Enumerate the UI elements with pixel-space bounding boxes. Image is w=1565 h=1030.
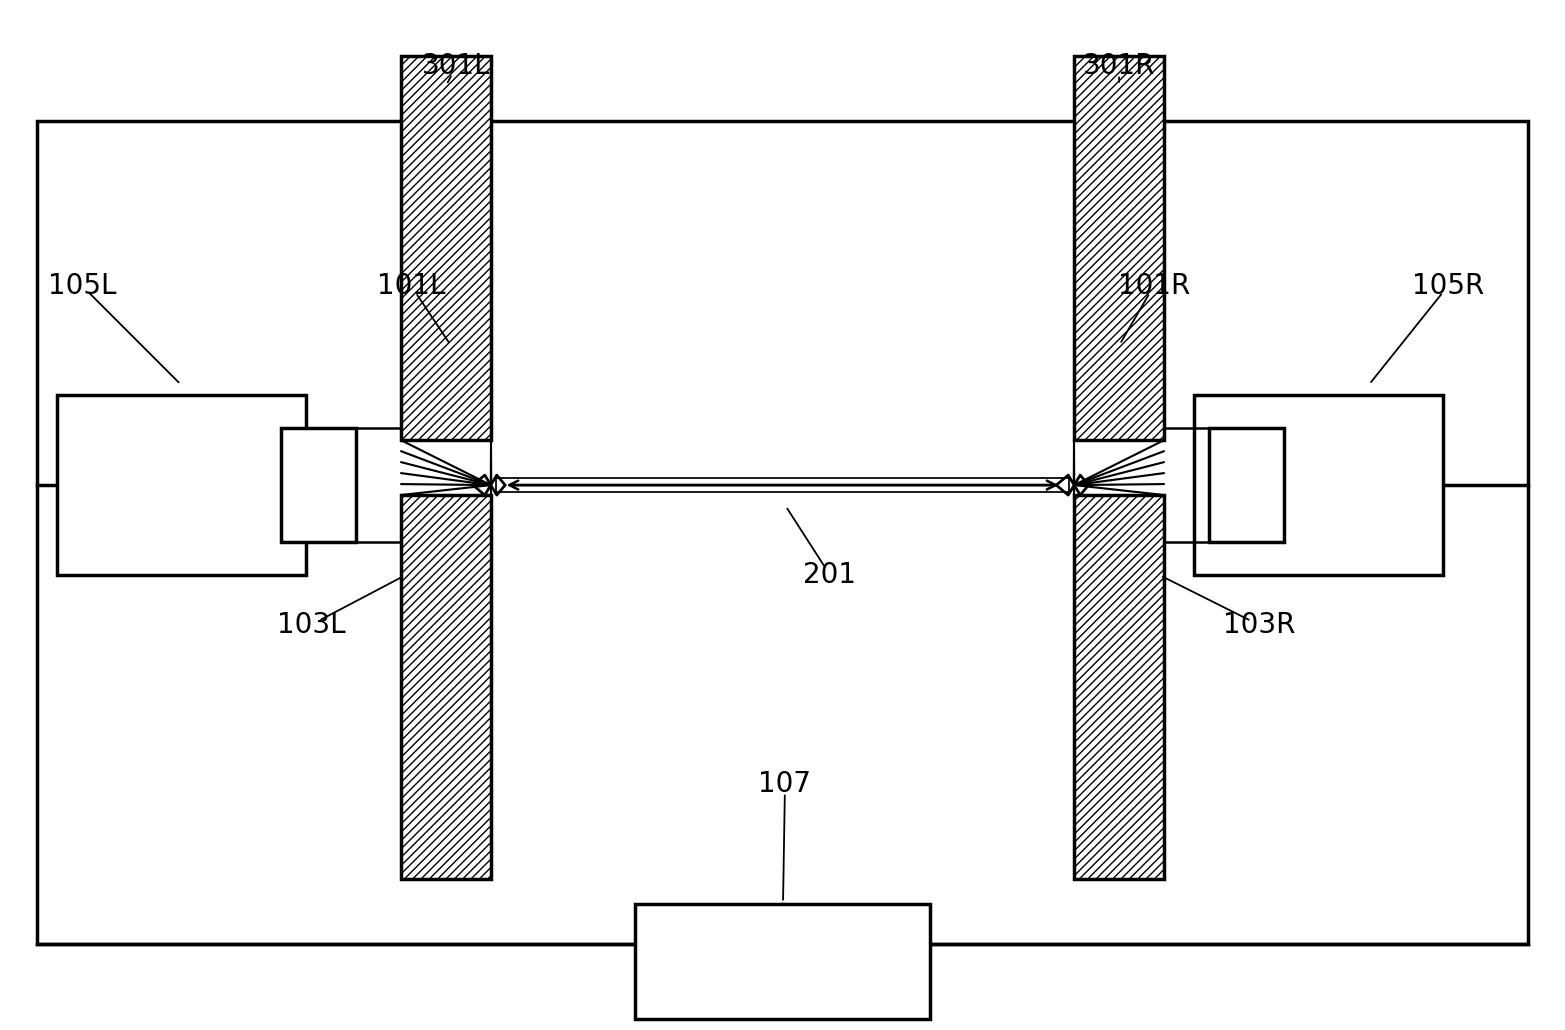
Bar (1194, 396, 1443, 575)
Text: 301L: 301L (421, 53, 490, 80)
Bar (282, 428, 357, 542)
Text: 301R: 301R (1083, 53, 1155, 80)
Text: 103L: 103L (277, 611, 346, 639)
Text: 103R: 103R (1222, 611, 1294, 639)
Bar (56, 396, 307, 575)
Text: 101R: 101R (1117, 272, 1189, 300)
Bar (38, 122, 1527, 943)
Text: 105R: 105R (1412, 272, 1484, 300)
Text: 201: 201 (803, 561, 856, 589)
Bar (496, 478, 1069, 492)
Bar (1074, 57, 1164, 440)
Bar (401, 57, 491, 440)
Text: 101L: 101L (377, 272, 446, 300)
Bar (401, 495, 491, 879)
Bar (1074, 495, 1164, 879)
Bar (635, 904, 930, 1019)
Bar (1208, 428, 1283, 542)
Text: 107: 107 (759, 770, 812, 798)
Text: 105L: 105L (47, 272, 116, 300)
